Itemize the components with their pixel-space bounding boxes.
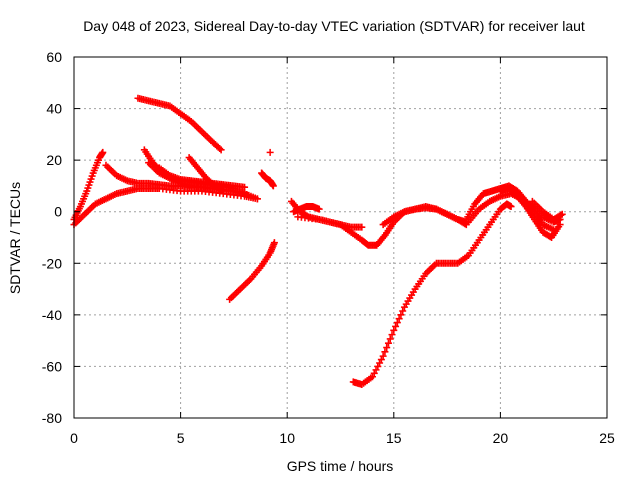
data-point-marker bbox=[379, 352, 387, 360]
data-point-marker bbox=[388, 331, 396, 339]
x-tick-label: 0 bbox=[70, 430, 78, 446]
data-point-marker bbox=[386, 335, 394, 343]
data-point-marker bbox=[383, 344, 391, 352]
chart-title: Day 048 of 2023, Sidereal Day-to-day VTE… bbox=[83, 18, 585, 34]
series-track-a bbox=[70, 148, 107, 223]
data-point-marker bbox=[217, 146, 225, 154]
y-tick-label: 40 bbox=[46, 101, 62, 117]
series-track-i bbox=[226, 239, 278, 303]
data-point-marker bbox=[329, 219, 337, 227]
data-point-marker bbox=[269, 182, 277, 190]
data-point-marker bbox=[319, 216, 327, 224]
series-track-g bbox=[185, 154, 227, 195]
x-tick-label: 25 bbox=[599, 430, 615, 446]
data-point-marker bbox=[399, 307, 407, 315]
x-tick-label: 10 bbox=[279, 430, 295, 446]
y-tick-label: -20 bbox=[42, 255, 62, 271]
data-series bbox=[70, 94, 566, 388]
data-point-marker bbox=[315, 215, 323, 223]
y-tick-label: 60 bbox=[46, 49, 62, 65]
data-point-marker bbox=[358, 223, 366, 231]
x-tick-label: 5 bbox=[177, 430, 185, 446]
data-point-marker bbox=[558, 210, 566, 218]
series-track-p bbox=[349, 200, 515, 388]
series-track-j bbox=[258, 169, 277, 190]
grid bbox=[74, 57, 607, 418]
y-tick-label: 0 bbox=[54, 204, 62, 220]
data-point-marker bbox=[241, 183, 249, 191]
data-point-marker bbox=[397, 311, 405, 319]
plot-frame bbox=[73, 56, 608, 419]
data-point-marker bbox=[556, 221, 564, 229]
series-track-l bbox=[287, 197, 366, 231]
data-point-marker bbox=[384, 339, 392, 347]
data-point-marker bbox=[216, 145, 224, 153]
data-point-marker bbox=[381, 348, 389, 356]
data-point-marker bbox=[333, 220, 341, 228]
data-point-marker bbox=[253, 195, 261, 203]
y-axis-label: SDTVAR / TECUs bbox=[7, 182, 23, 294]
y-tick-label: -60 bbox=[42, 358, 62, 374]
data-point-marker bbox=[395, 315, 403, 323]
data-point-marker bbox=[315, 205, 323, 213]
y-tick-label: 20 bbox=[46, 152, 62, 168]
data-point-marker bbox=[557, 211, 565, 219]
y-tick-label: -40 bbox=[42, 307, 62, 323]
data-point-marker bbox=[393, 319, 401, 327]
data-point-marker bbox=[218, 186, 226, 194]
series-track-h bbox=[134, 94, 225, 154]
x-tick-label: 15 bbox=[386, 430, 402, 446]
axis-ticks: 0 5 10 15 20 25 -80 -60 -40 -20 0 20 40 60 bbox=[42, 49, 615, 446]
series-track-o bbox=[379, 204, 470, 229]
data-point-marker bbox=[326, 218, 334, 226]
data-point-marker bbox=[390, 326, 398, 334]
data-point-marker bbox=[99, 148, 107, 156]
series-track-m bbox=[290, 203, 323, 216]
series-track-t bbox=[528, 197, 566, 223]
y-tick-label: -80 bbox=[42, 410, 62, 426]
data-point-marker bbox=[270, 239, 278, 247]
data-point-marker bbox=[392, 322, 400, 330]
x-tick-label: 20 bbox=[493, 430, 509, 446]
x-axis-label: GPS time / hours bbox=[287, 458, 394, 474]
data-point-marker bbox=[219, 187, 227, 195]
data-point-marker bbox=[507, 203, 515, 211]
series-track-s bbox=[496, 185, 564, 241]
data-point-marker bbox=[322, 217, 330, 225]
series-track-k bbox=[266, 148, 274, 156]
